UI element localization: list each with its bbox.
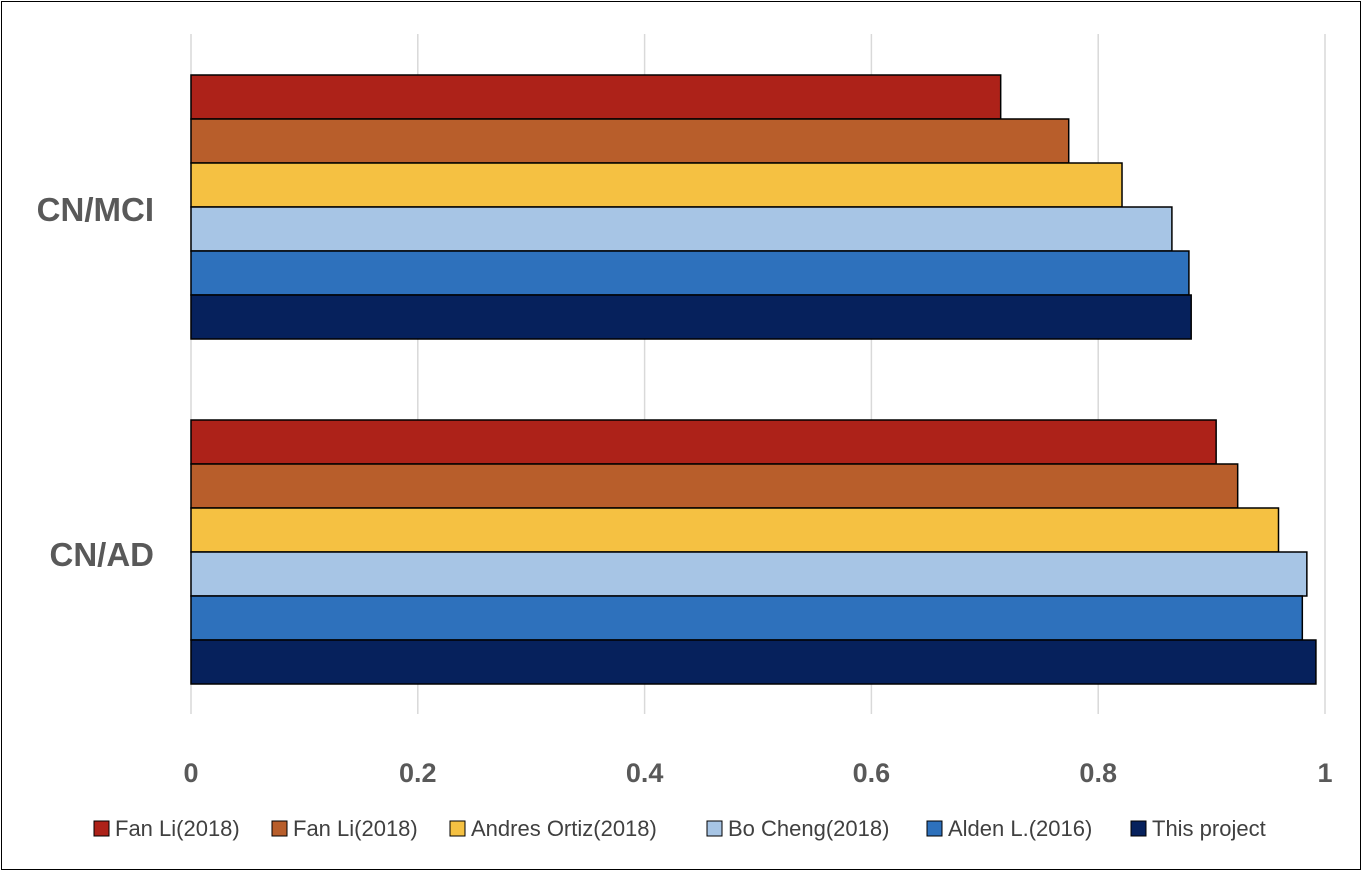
bar-cn-mci-series-5	[190, 250, 1190, 296]
bars	[190, 74, 1317, 685]
legend-entry-label: Alden L.(2016)	[948, 816, 1092, 841]
bar-cn-ad-series-5	[190, 595, 1304, 641]
bar-cn-mci-series-4	[190, 206, 1173, 252]
legend-swatch	[1130, 820, 1147, 837]
legend-swatch	[706, 820, 723, 837]
legend-entry-label: Fan Li(2018)	[293, 816, 418, 841]
category-labels: CN/MCI CN/AD	[37, 191, 154, 573]
legend-swatch	[271, 820, 288, 837]
x-axis-ticks: 0 0.2 0.4 0.6 0.8 1	[183, 758, 1332, 788]
bar-cn-mci-series-2	[190, 118, 1070, 164]
bar-cn-mci-series-3	[190, 162, 1123, 208]
legend-swatch	[449, 820, 466, 837]
x-tick-label: 0.6	[853, 758, 891, 788]
x-tick-label: 0	[183, 758, 198, 788]
category-label: CN/MCI	[37, 191, 154, 228]
bar-cn-mci-series-1	[190, 74, 1002, 120]
bar-cn-ad-series-2	[190, 463, 1239, 509]
legend-swatch	[93, 820, 110, 837]
legend-entry-label: Bo Cheng(2018)	[728, 816, 889, 841]
x-tick-label: 1	[1317, 758, 1332, 788]
category-label: CN/AD	[50, 536, 155, 573]
bar-cn-mci-series-6	[190, 294, 1192, 340]
x-tick-label: 0.4	[626, 758, 664, 788]
legend-entry-label: Andres Ortiz(2018)	[471, 816, 657, 841]
legend: Fan Li(2018) Fan Li(2018) Andres Ortiz(201…	[93, 816, 1266, 841]
legend-entry-label: This project	[1152, 816, 1266, 841]
x-tick-label: 0.8	[1079, 758, 1117, 788]
bar-cn-ad-series-1	[190, 419, 1217, 465]
x-tick-label: 0.2	[399, 758, 437, 788]
bar-cn-ad-series-4	[190, 551, 1308, 597]
legend-entry-label: Fan Li(2018)	[115, 816, 240, 841]
legend-swatch	[926, 820, 943, 837]
bar-cn-ad-series-6	[190, 639, 1317, 685]
bar-cn-ad-series-3	[190, 507, 1280, 553]
